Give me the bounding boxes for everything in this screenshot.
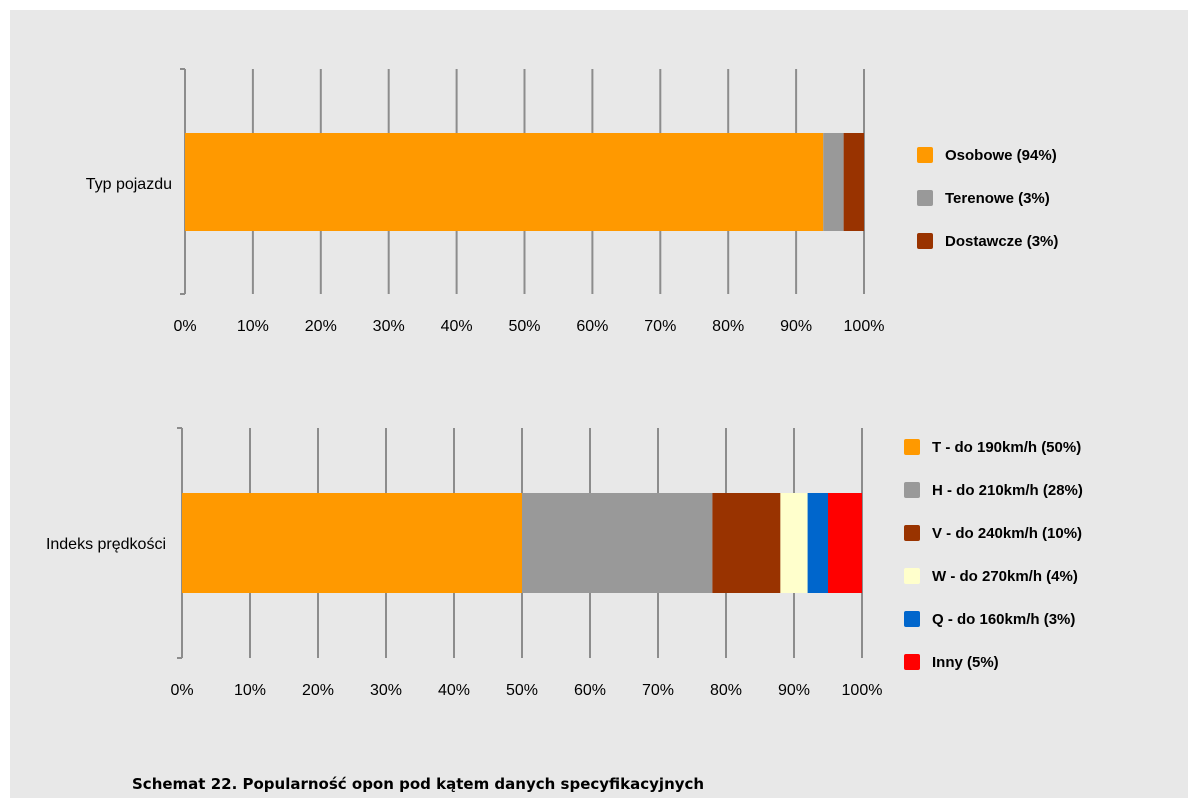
legend-swatch [904,439,920,455]
x-tick-label: 100% [844,318,885,335]
legend-swatch [917,233,933,249]
legend-swatch [904,482,920,498]
legend-label: V - do 240km/h (10%) [932,525,1082,542]
x-tick-label: 30% [370,682,402,699]
x-tick-label: 80% [712,318,744,335]
x-tick-label: 90% [780,318,812,335]
legend-label: Terenowe (3%) [945,190,1050,207]
x-tick-label: 20% [305,318,337,335]
legend-label: W - do 270km/h (4%) [932,568,1078,585]
legend-swatch [904,568,920,584]
x-tick-label: 10% [237,318,269,335]
legend-label: Q - do 160km/h (3%) [932,611,1075,628]
bar-segment [780,493,808,593]
x-tick-label: 20% [302,682,334,699]
x-tick-label: 70% [642,682,674,699]
category-label: Typ pojazdu [86,176,172,193]
legend-label: Inny (5%) [932,654,999,671]
x-tick-label: 60% [576,318,608,335]
legend-label: H - do 210km/h (28%) [932,482,1083,499]
x-tick-label: 40% [441,318,473,335]
legend-swatch [904,654,920,670]
bar-segment [185,133,824,231]
figure-caption: Schemat 22. Popularność opon pod kątem d… [132,775,705,793]
bar-segment [807,493,828,593]
bar-segment [712,493,781,593]
chart-canvas: 0% 10% 20% 30% 40% 50% 60% 70% 80% 90% 100% Typ poj… [46,68,1083,699]
x-tick-label: 0% [170,682,193,699]
x-tick-label: 50% [508,318,540,335]
bar-segment [828,493,862,593]
chart-panel: 0% 10% 20% 30% 40% 50% 60% 70% 80% 90% 100% Typ poj… [10,10,1188,798]
x-tick-label: 100% [842,682,883,699]
legend-swatch [917,147,933,163]
legend-swatch [904,525,920,541]
legend-swatch [917,190,933,206]
category-label: Indeks prędkości [46,536,166,553]
bar-segment [823,133,844,231]
bar-segment [182,493,522,593]
x-tick-label: 50% [506,682,538,699]
legend-label: Dostawcze (3%) [945,233,1058,250]
legend-swatch [904,611,920,627]
x-tick-label: 80% [710,682,742,699]
x-tick-label: 60% [574,682,606,699]
x-tick-label: 10% [234,682,266,699]
x-tick-label: 70% [644,318,676,335]
x-tick-label: 90% [778,682,810,699]
x-tick-label: 0% [173,318,196,335]
bar-segment [522,493,713,593]
bar-segment [843,133,864,231]
legend-label: T - do 190km/h (50%) [932,439,1081,456]
x-tick-label: 40% [438,682,470,699]
legend-label: Osobowe (94%) [945,147,1057,164]
x-tick-label: 30% [373,318,405,335]
